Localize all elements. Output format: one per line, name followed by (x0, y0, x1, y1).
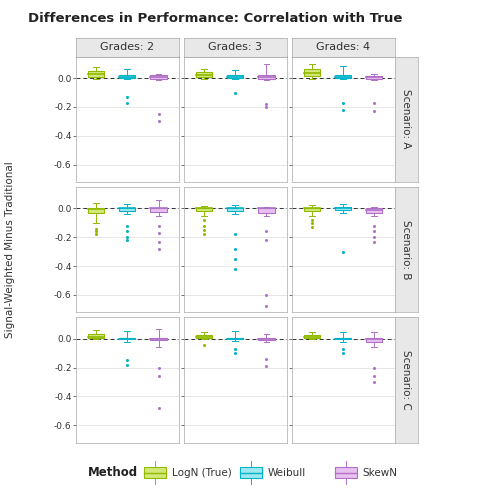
Bar (119, 208, 135, 210)
Text: SkewN: SkewN (362, 468, 397, 477)
Bar (150, 208, 166, 212)
Bar (334, 207, 350, 210)
Text: Method: Method (88, 466, 138, 479)
Bar (303, 208, 319, 210)
Text: Differences in Performance: Correlation with True: Differences in Performance: Correlation … (28, 12, 402, 26)
Text: LogN (True): LogN (True) (172, 468, 231, 477)
Bar (366, 338, 382, 342)
Bar (258, 75, 274, 79)
Bar (150, 75, 166, 79)
Bar (258, 208, 274, 213)
Text: Scenario: B: Scenario: B (401, 220, 410, 279)
Bar (226, 75, 243, 78)
Bar (196, 72, 212, 76)
Bar (226, 338, 243, 340)
Text: Grades: 4: Grades: 4 (315, 42, 369, 52)
Bar (366, 208, 382, 213)
Text: Scenario: C: Scenario: C (401, 350, 410, 410)
Bar (88, 208, 104, 213)
Bar (196, 335, 212, 338)
Bar (366, 76, 382, 79)
Bar (88, 71, 104, 76)
Bar (150, 338, 166, 340)
Bar (334, 74, 350, 78)
Bar (196, 208, 212, 210)
Bar (88, 334, 104, 338)
Bar (334, 338, 350, 340)
Bar (258, 338, 274, 340)
Bar (226, 208, 243, 210)
Text: Grades: 2: Grades: 2 (100, 42, 154, 52)
Text: Signal-Weighted Minus Traditional: Signal-Weighted Minus Traditional (5, 161, 15, 338)
Bar (303, 335, 319, 338)
Text: Scenario: A: Scenario: A (401, 90, 410, 149)
Bar (119, 338, 135, 340)
Bar (303, 70, 319, 76)
Bar (119, 75, 135, 78)
Text: Grades: 3: Grades: 3 (208, 42, 262, 52)
Text: Weibull: Weibull (267, 468, 305, 477)
